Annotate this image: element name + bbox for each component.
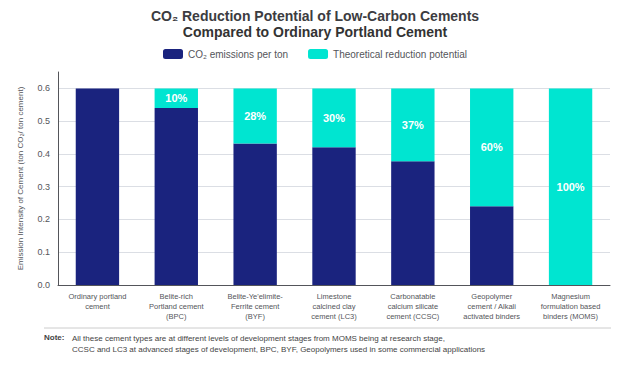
svg-text:Theoretical reduction potentia: Theoretical reduction potential (333, 49, 467, 60)
svg-text:calcined clay: calcined clay (313, 302, 356, 311)
svg-text:Compared to Ordinary Portland: Compared to Ordinary Portland Cement (183, 24, 448, 40)
svg-text:Ferrite cement: Ferrite cement (231, 302, 280, 311)
svg-text:CO₂ emissions per ton: CO₂ emissions per ton (188, 49, 288, 60)
svg-text:Note:: Note: (44, 333, 64, 342)
svg-text:CCSC and LC3 at advanced stage: CCSC and LC3 at advanced stages of devel… (72, 345, 485, 354)
svg-text:37%: 37% (402, 119, 424, 131)
svg-text:cement / Alkali: cement / Alkali (468, 302, 517, 311)
svg-text:Carbonatable: Carbonatable (390, 292, 435, 301)
svg-text:60%: 60% (481, 141, 503, 153)
svg-text:Ordinary portland: Ordinary portland (68, 292, 126, 301)
svg-text:formulation based: formulation based (541, 302, 601, 311)
svg-text:cement (CCSC): cement (CCSC) (386, 312, 439, 321)
svg-text:0.2: 0.2 (37, 214, 50, 224)
svg-text:Geopolymer: Geopolymer (471, 292, 512, 301)
svg-text:cement: cement (85, 302, 111, 311)
svg-text:30%: 30% (323, 112, 345, 124)
svg-text:(BYF): (BYF) (245, 312, 265, 321)
svg-text:Emission Intensity of Cement (: Emission Intensity of Cement (ton CO₂/ t… (16, 86, 25, 270)
svg-text:0.5: 0.5 (37, 116, 50, 126)
svg-text:activated binders: activated binders (463, 312, 520, 321)
svg-text:0.0: 0.0 (37, 280, 50, 290)
svg-text:Limestone: Limestone (317, 292, 352, 301)
svg-text:Belite-rich: Belite-rich (160, 292, 193, 301)
svg-text:(BPC): (BPC) (166, 312, 187, 321)
svg-text:0.6: 0.6 (37, 83, 50, 93)
svg-text:0.1: 0.1 (37, 247, 50, 257)
svg-text:10%: 10% (165, 92, 187, 104)
svg-text:Belite-Ye'elimite-: Belite-Ye'elimite- (227, 292, 283, 301)
svg-text:CO₂ Reduction Potential of Low: CO₂ Reduction Potential of Low-Carbon Ce… (151, 8, 479, 24)
svg-text:0.4: 0.4 (37, 149, 50, 159)
svg-text:Portland cement: Portland cement (149, 302, 205, 311)
svg-text:calcium silicate: calcium silicate (388, 302, 438, 311)
svg-text:0.3: 0.3 (37, 182, 50, 192)
svg-text:All these cement types are at: All these cement types are at different … (72, 334, 445, 343)
svg-text:binders (MOMS): binders (MOMS) (543, 312, 599, 321)
svg-text:cement (LC3): cement (LC3) (311, 312, 357, 321)
svg-text:28%: 28% (244, 110, 266, 122)
svg-text:Magnesium: Magnesium (551, 292, 590, 301)
svg-text:100%: 100% (557, 181, 585, 193)
